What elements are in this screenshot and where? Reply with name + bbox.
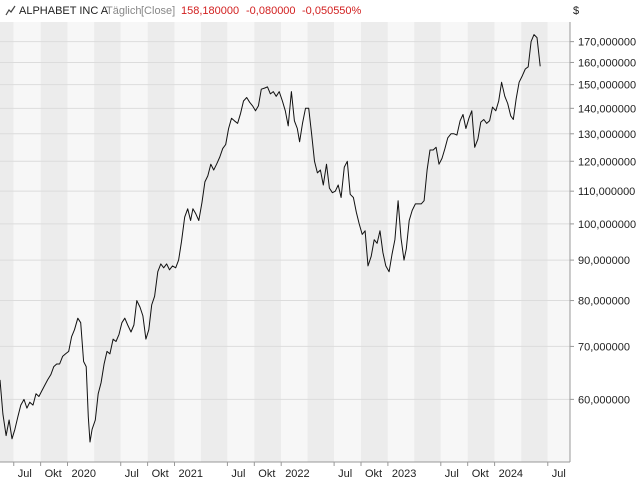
x-tick-label: Okt [258, 468, 275, 480]
quarter-band [147, 22, 175, 462]
currency-label: $ [573, 5, 579, 17]
quarter-band [467, 22, 495, 462]
y-tick-label: 100,000000 [578, 219, 636, 231]
x-tick-label: Okt [45, 468, 62, 480]
quarter-band [334, 22, 361, 462]
y-tick-label: 160,000000 [578, 57, 636, 69]
chart-header: ALPHABET INC A Täglich [Close] 158,18000… [5, 5, 579, 17]
quarter-band [94, 22, 121, 462]
y-tick-label: 140,000000 [578, 103, 636, 115]
price-change: -0,080000 [246, 5, 296, 17]
y-tick-label: 60,000000 [578, 394, 630, 406]
y-tick-label: 170,000000 [578, 37, 636, 49]
x-tick-label: Okt [152, 468, 169, 480]
x-tick-label: Okt [472, 468, 489, 480]
quarter-band [200, 22, 228, 462]
x-tick-label: Jul [445, 468, 459, 480]
x-tick-label: 2023 [392, 468, 416, 480]
x-tick-label: Jul [231, 468, 245, 480]
quarter-band [521, 22, 548, 462]
line-chart-icon [5, 5, 16, 16]
quarter-band [174, 22, 201, 462]
x-tick-label: Okt [365, 468, 382, 480]
quarter-band [414, 22, 441, 462]
y-tick-label: 130,000000 [578, 129, 636, 141]
x-tick-label: 2022 [285, 468, 309, 480]
quarter-band [0, 22, 14, 462]
y-tick-label: 70,000000 [578, 341, 630, 353]
axes [0, 22, 571, 463]
quarter-band [281, 22, 308, 462]
y-axis-ticks: 60,000000 70,000000 80,000000 90,000000 100,… [570, 37, 636, 406]
x-tick-label: Jul [125, 468, 139, 480]
quarter-band [67, 22, 95, 462]
x-tick-label: Jul [552, 468, 566, 480]
mode-label: [Close] [141, 5, 175, 17]
y-tick-label: 150,000000 [578, 80, 636, 92]
y-tick-label: 80,000000 [578, 296, 630, 308]
quarter-band [387, 22, 415, 462]
instrument-title: ALPHABET INC A [19, 5, 109, 17]
y-tick-label: 120,000000 [578, 156, 636, 168]
quarter-band [494, 22, 522, 462]
quarter-bands [0, 22, 570, 462]
price-line [0, 34, 541, 443]
quarter-band [361, 22, 388, 462]
quarter-band [307, 22, 335, 462]
y-tick-label: 90,000000 [578, 255, 630, 267]
y-tick-label: 110,000000 [578, 186, 635, 198]
quarter-band [440, 22, 468, 462]
x-tick-label: Jul [18, 468, 32, 480]
series-layer [0, 34, 541, 443]
price-change-percent: -0,050550% [302, 5, 362, 17]
x-tick-label: Jul [338, 468, 352, 480]
quarter-band [547, 22, 570, 462]
interval-label: Täglich [106, 5, 141, 17]
x-tick-label: 2024 [499, 468, 523, 480]
quarter-band [120, 22, 148, 462]
x-tick-label: 2021 [179, 468, 203, 480]
quarter-band [227, 22, 255, 462]
quarter-band [40, 22, 68, 462]
last-price: 158,180000 [181, 5, 239, 17]
grid-lines [0, 41, 570, 400]
x-tick-label: 2020 [72, 468, 96, 480]
quarter-band [13, 22, 41, 462]
x-axis-ticks: Jul Okt 2020 Jul Okt 2021 Jul Okt 2022 Jul Okt 2023… [13, 462, 566, 480]
